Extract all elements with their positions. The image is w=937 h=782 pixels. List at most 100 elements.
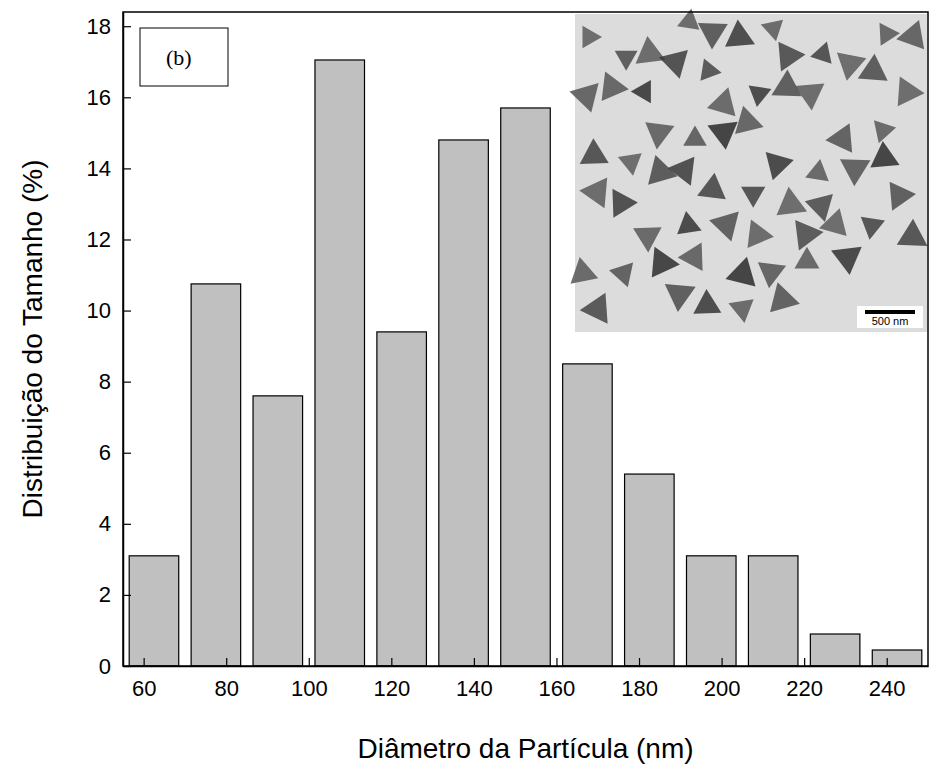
inset-particle [725,257,755,287]
panel-label-text: (b) [166,45,192,70]
histogram-bar [625,474,675,666]
inset-particle [896,20,924,49]
inset-particle [698,23,728,49]
inset-particle [571,257,599,284]
y-tick-label: 12 [87,227,111,252]
inset-particle [707,87,736,116]
inset-particle [758,262,786,288]
y-tick-label: 4 [99,511,111,536]
inset-particle [583,26,603,49]
x-tick-label: 140 [456,676,493,701]
y-tick-mark [123,168,131,169]
inset-particle [636,36,666,64]
x-tick-mark [887,658,888,666]
inset-particle [700,58,721,80]
inset-particle [898,76,925,106]
x-tick: 160 [539,658,576,701]
y-tick-label: 14 [87,156,111,181]
scale-bar [865,310,915,314]
inset-particle [897,219,928,246]
histogram-bar [439,140,489,666]
histogram-bar [748,556,798,666]
histogram-bar [191,284,241,666]
x-tick: 140 [456,658,493,701]
y-tick: 4 [99,511,131,536]
x-tick: 100 [291,658,328,701]
histogram-bar [563,364,613,666]
inset-particle [874,120,896,143]
inset-particle [770,282,800,312]
inset-particle [861,217,885,240]
y-tick: 12 [87,227,131,252]
y-tick-label: 18 [87,14,111,39]
y-axis-title: Distribuição do Tamanho (%) [17,160,48,519]
inset-particle [609,262,633,287]
x-tick-mark [226,658,227,666]
inset-particle [580,138,609,164]
inset-particle [683,125,707,145]
y-tick: 6 [99,440,131,465]
y-tick-mark [123,382,131,383]
y-tick-mark [123,453,131,454]
inset-particle [766,152,794,180]
inset-particle [709,212,739,242]
x-tick-label: 80 [214,676,238,701]
y-tick-label: 2 [99,582,111,607]
inset-particle [795,84,825,111]
x-tick: 180 [621,658,658,701]
y-tick-mark [123,666,131,667]
inset-particle [579,178,607,209]
histogram-bar [810,634,860,666]
x-tick-mark [721,658,722,666]
y-tick: 10 [87,298,131,323]
inset-particle [858,54,888,81]
inset-particle [741,187,765,208]
chart: 500 nm6080100120140160180200220240024681… [0,0,937,782]
inset-particle [668,157,695,186]
inset-particle [697,173,726,200]
inset-particle [615,51,638,71]
x-tick-label: 60 [132,676,156,701]
x-tick-label: 240 [869,676,906,701]
histogram-bar [501,108,551,666]
x-tick: 200 [704,658,741,701]
x-tick-label: 200 [704,676,741,701]
x-tick: 60 [132,658,156,701]
histogram-bar [253,396,303,666]
inset-particle [825,123,852,152]
scale-bar-label: 500 nm [872,315,909,327]
y-tick: 0 [99,654,131,679]
panel-label: (b) [140,28,228,86]
inset-particle [890,182,916,211]
y-tick-label: 8 [99,369,111,394]
inset-particle [728,299,753,323]
y-tick-mark [123,26,131,27]
inset-particle [795,220,823,251]
inset-particle [707,122,737,150]
y-tick: 18 [87,14,131,39]
y-tick-label: 10 [87,298,111,323]
x-tick: 240 [869,658,906,701]
inset-particle [659,50,688,79]
x-axis: 6080100120140160180200220240 [124,658,929,701]
y-tick-mark [123,239,131,240]
panel-label-box [140,28,228,86]
y-tick: 8 [99,369,131,394]
x-tick-mark [391,658,392,666]
x-axis-title: Diâmetro da Partícula (nm) [357,733,693,764]
y-tick-label: 16 [87,85,111,110]
histogram-bar [872,650,922,666]
y-tick-mark [123,97,131,98]
x-axis-line [124,666,929,668]
y-tick-mark [123,595,131,596]
y-tick-mark [123,524,131,525]
x-tick: 220 [786,658,823,701]
inset-particle [693,289,721,314]
y-axis: 0 2 4 6 8 10 12 14 16 18 [87,13,131,679]
inset-particle [870,141,899,168]
x-tick-label: 220 [786,676,823,701]
inset-particle [735,106,764,134]
x-tick-label: 100 [291,676,328,701]
inset-particle [612,189,637,218]
y-tick-label: 6 [99,440,111,465]
